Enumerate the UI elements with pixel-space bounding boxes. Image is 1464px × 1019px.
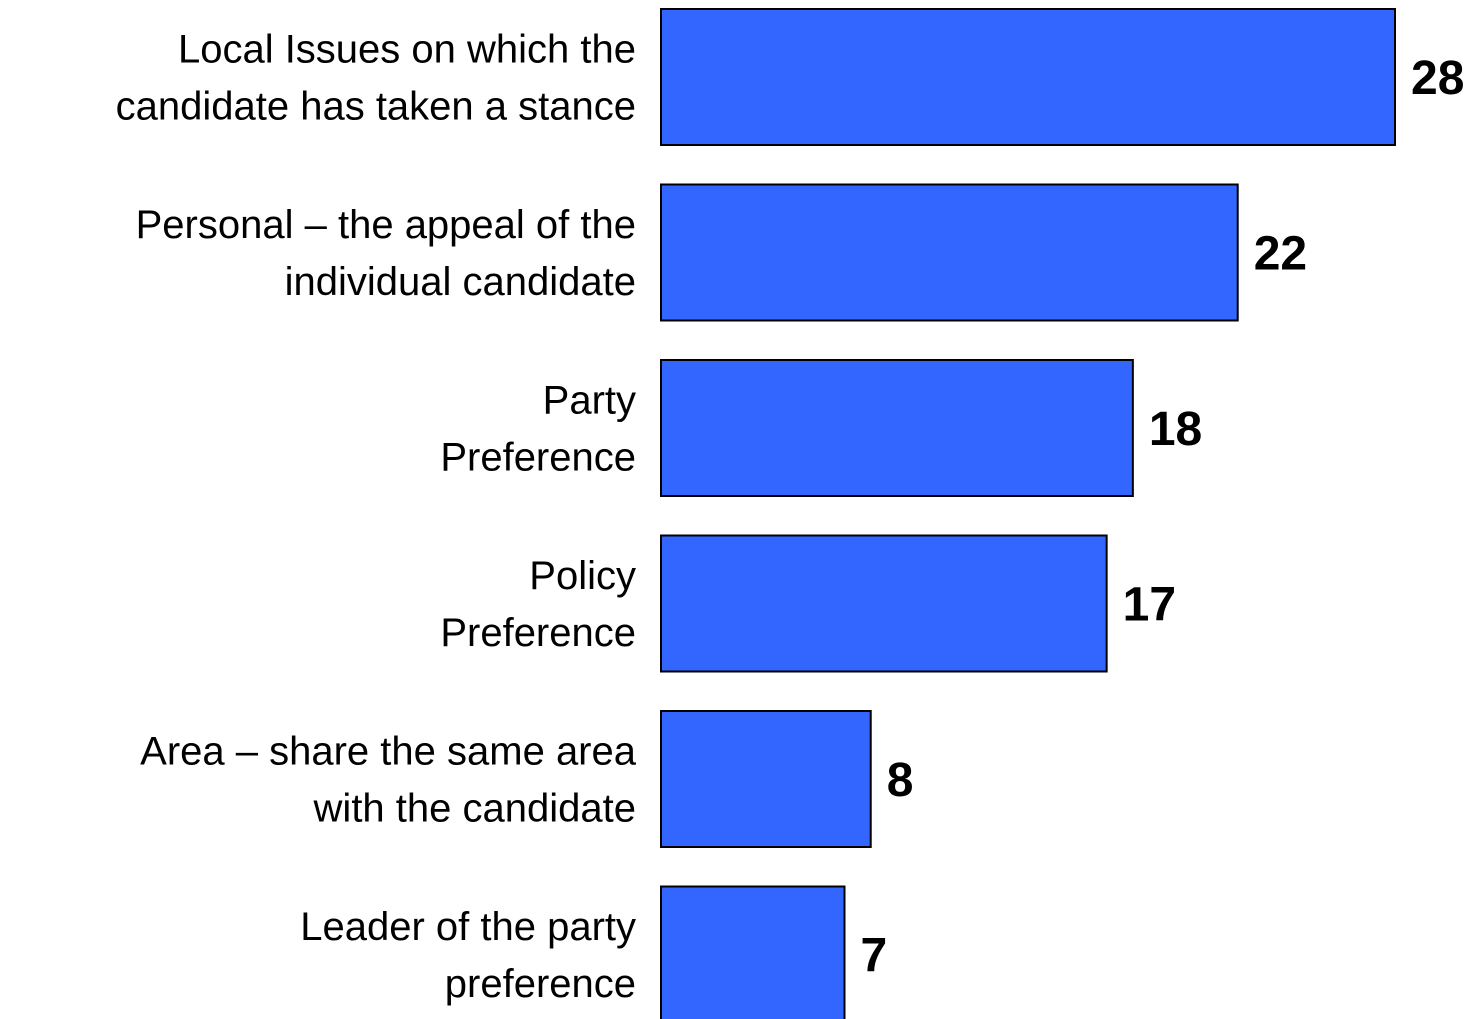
category-label-1: Personal – the appeal of the individual c… — [136, 203, 636, 304]
category-label-4: Area – share the same area with the candi… — [140, 730, 637, 831]
category-label-0: Local Issues on which the candidate has t… — [116, 28, 636, 129]
category-label-2: Party Preference — [440, 379, 636, 480]
value-label-3: 17 — [1123, 579, 1176, 632]
bar-4 — [660, 710, 872, 848]
value-label-1: 22 — [1254, 228, 1307, 281]
bar-5 — [660, 885, 846, 1019]
value-label-0: 28 — [1411, 52, 1464, 105]
category-label-5: Leader of the party preference — [300, 905, 636, 1006]
bar-0 — [660, 8, 1396, 146]
bar-2 — [660, 359, 1134, 497]
bar-3 — [660, 534, 1108, 673]
value-label-5: 7 — [861, 930, 888, 983]
category-label-3: Policy Preference — [440, 554, 636, 655]
bar-1 — [660, 183, 1239, 322]
value-label-2: 18 — [1149, 403, 1202, 456]
value-label-4: 8 — [887, 754, 914, 807]
